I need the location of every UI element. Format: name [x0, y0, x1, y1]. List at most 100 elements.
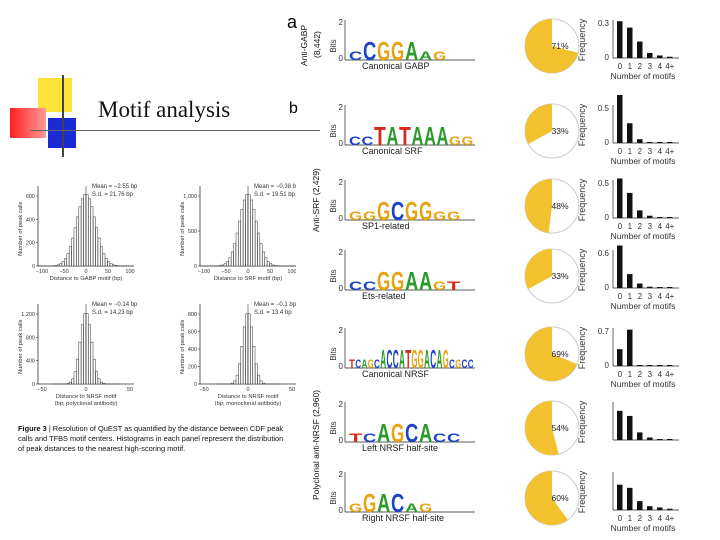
y-axis-label: Number of peak calls: [180, 201, 186, 256]
motif-count-bar-chart: Frequency: [577, 400, 679, 443]
bits-axis-label: Bits: [329, 491, 338, 504]
caption-text: | Resolution of QuEST as quantified by t…: [18, 424, 284, 453]
pie-slice-motif: [525, 471, 568, 525]
y-max-tick: 0.5: [598, 179, 610, 188]
x-tick-label: −100: [198, 269, 210, 275]
logo-letter: A: [362, 357, 368, 371]
stat-sd: S.d. = 14.23 bp: [92, 310, 134, 316]
y-max-tick: 0.6: [598, 249, 610, 258]
x-tick-label: −50: [37, 387, 46, 393]
motif-count-tick: 2: [638, 147, 643, 156]
motif-count-tick: 1: [628, 370, 633, 379]
logo-letter: G: [349, 209, 362, 223]
x-tick-label: −50: [199, 387, 208, 393]
y-tick-label: 1,200: [21, 312, 35, 318]
pie-chart: 33%: [524, 103, 580, 159]
frequency-bar: [617, 245, 623, 288]
histogram-bar: [71, 378, 75, 385]
histogram-panel-2: Mean = −0.38 bpS.d. = 19.51 bp05001,000−…: [180, 184, 296, 282]
frequency-bar: [667, 365, 673, 366]
number-of-motifs-label: Number of motifs: [611, 523, 676, 533]
logo-letter: C: [405, 418, 418, 448]
y-tick-label: 800: [188, 312, 197, 318]
histogram-bar: [68, 381, 72, 385]
histogram-bar: [238, 363, 241, 385]
motif-count-tick: 2: [638, 514, 643, 523]
bits-axis-label: Bits: [329, 347, 338, 360]
logo-letter: G: [419, 196, 432, 226]
motif-count-tick: 2: [638, 370, 643, 379]
histogram-bar: [68, 246, 72, 267]
logo-letter: G: [377, 266, 390, 296]
histogram-bar: [271, 264, 275, 267]
motif-name: Right NRSF half-site: [362, 513, 445, 523]
y-min-tick: 0: [605, 283, 610, 292]
deco-horizontal-line: [30, 130, 320, 131]
bits-axis-label: Bits: [329, 39, 338, 52]
pie-slice-motif: [525, 249, 552, 290]
pie-chart: 69%: [524, 326, 580, 382]
histogram-bar: [112, 264, 115, 267]
x-tick-label: 0: [84, 269, 87, 275]
histogram-bar: [114, 265, 118, 267]
bits-top-tick: 2: [339, 18, 344, 27]
bits-top-tick: 2: [339, 178, 344, 187]
y-tick-label: 1,000: [183, 194, 197, 200]
motif-count-tick: 0: [618, 292, 623, 301]
y-tick-label: 600: [26, 194, 35, 200]
frequency-bar: [657, 287, 663, 288]
logo-letter: T: [374, 121, 386, 151]
frequency-bar: [647, 365, 653, 366]
motif-count-bar-chart: Frequency 0.600 1 2 3 4 4+Number of motifs: [577, 245, 679, 311]
logo-letter: A: [419, 418, 432, 448]
bits-axis-label: Bits: [329, 421, 338, 434]
number-of-motifs-label: Number of motifs: [611, 71, 676, 81]
frequency-bar: [647, 437, 653, 440]
motif-count-tick: 3: [648, 222, 653, 231]
logo-letter: T: [349, 357, 355, 371]
frequency-bar: [657, 439, 663, 440]
logo-letter: A: [424, 344, 430, 374]
logo-letter: G: [368, 357, 374, 371]
motif-count-bar-chart: Frequency 0.500 1 2 3 4 4+Number of motifs: [577, 178, 679, 241]
logo-letter: G: [433, 279, 446, 293]
motif-count-bar-chart: Frequency 0 1 2 3 4 4+Number of motifs: [577, 470, 679, 533]
logo-letter: A: [412, 121, 424, 151]
histogram-bar: [83, 313, 87, 385]
slide-title: Motif analysis: [98, 97, 231, 122]
motif-count-tick: 4: [658, 292, 663, 301]
frequency-bar: [637, 432, 643, 440]
histogram-bar: [97, 237, 101, 267]
logo-letter: C: [387, 344, 393, 374]
y-max-tick: 0.7: [598, 327, 610, 336]
histogram-bar: [226, 261, 229, 267]
frequency-bar: [647, 215, 653, 218]
logo-letter: C: [355, 357, 361, 371]
motif-count-tick: 2: [638, 222, 643, 231]
pie-chart: 54%: [524, 400, 580, 456]
histogram-bar: [233, 243, 237, 267]
logo-letter: C: [391, 488, 404, 518]
motif-count-tick: 4+: [665, 292, 674, 301]
histogram-bar: [92, 216, 96, 267]
logo-letter: G: [363, 488, 376, 518]
histogram-bar: [250, 326, 253, 385]
logo-letter: C: [362, 134, 374, 148]
histogram-figure: Mean = −2.55 bp S.d. = 21.76 bp 0 200 400 600…: [18, 184, 296, 407]
x-axis-label: Distance to NRSF motif: [56, 394, 117, 400]
y-axis-label: Number of peak calls: [180, 319, 186, 374]
logo-letter: G: [455, 357, 461, 371]
logo-letter: G: [418, 344, 424, 374]
bits-zero-tick: 0: [339, 214, 344, 223]
group-label-gabp-count: (8,442): [312, 31, 322, 58]
frequency-bar: [617, 484, 623, 510]
histogram-bar: [235, 374, 239, 385]
pie-percent-label: 71%: [551, 41, 568, 51]
motif-count-tick: 4+: [665, 222, 674, 231]
frequency-axis-label: Frequency: [577, 178, 587, 221]
motif-name: Left NRSF half-site: [362, 443, 439, 453]
frequency-bar: [627, 192, 633, 218]
logo-letter: A: [424, 121, 436, 151]
